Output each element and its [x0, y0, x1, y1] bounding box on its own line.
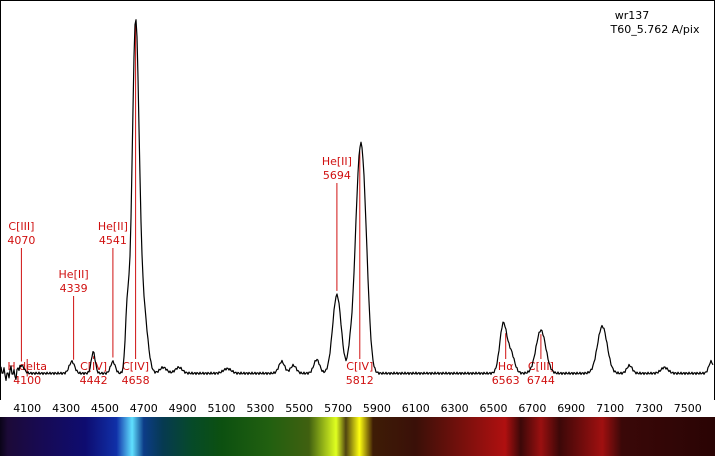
line-label-name: Hα: [498, 360, 514, 373]
x-axis-ticks: 4100 4300 4500 4700 4900 5100 5300 5500 5700 5900…: [13, 402, 702, 415]
line-label-wavelength: 5694: [323, 169, 351, 182]
spectrum-line: [0, 19, 714, 381]
axis-band: [0, 400, 715, 417]
line-label-name: He[II]: [322, 155, 352, 168]
line-label-wavelength: 5812: [346, 374, 374, 387]
x-tick-label: 5900: [363, 402, 391, 415]
x-tick-label: 7100: [596, 402, 624, 415]
line-label-wavelength: 6563: [492, 374, 520, 387]
plot-background: [0, 0, 715, 400]
line-label-name: C[IV]: [80, 360, 107, 373]
x-tick-label: 6900: [557, 402, 585, 415]
x-tick-label: 7500: [674, 402, 702, 415]
x-tick-label: 5500: [285, 402, 313, 415]
x-tick-label: 4700: [130, 402, 158, 415]
x-tick-label: 6700: [518, 402, 546, 415]
line-label-name: C[IV]: [346, 360, 373, 373]
x-tick-label: 5300: [246, 402, 274, 415]
line-label-name: C[III]: [8, 220, 34, 233]
x-tick-label: 6500: [480, 402, 508, 415]
line-label-name: C[IV]: [122, 360, 149, 373]
x-tick-label: 4900: [169, 402, 197, 415]
line-label-wavelength: 4100: [13, 374, 41, 387]
x-tick-label: 5700: [324, 402, 352, 415]
x-tick-label: 4100: [13, 402, 41, 415]
line-label-wavelength: 4541: [99, 234, 127, 247]
x-tick-label: 4300: [52, 402, 80, 415]
line-label-name: C[III]: [528, 360, 554, 373]
x-tick-label: 7300: [635, 402, 663, 415]
x-tick-label: 6300: [441, 402, 469, 415]
line-label-wavelength: 4442: [80, 374, 108, 387]
line-label-name: He[II]: [98, 220, 128, 233]
x-tick-label: 6100: [402, 402, 430, 415]
x-tick-label: 4500: [91, 402, 119, 415]
line-label-name: He[II]: [59, 268, 89, 281]
chart-title: wr137: [615, 9, 650, 22]
line-label-wavelength: 6744: [527, 374, 555, 387]
x-tick-label: 5100: [208, 402, 236, 415]
line-label-wavelength: 4339: [60, 282, 88, 295]
chart-subtitle: T60_5.762 A/pix: [610, 23, 700, 36]
line-label-wavelength: 4658: [122, 374, 150, 387]
spectrum-color-strip: [0, 417, 715, 456]
line-label-wavelength: 4070: [7, 234, 35, 247]
